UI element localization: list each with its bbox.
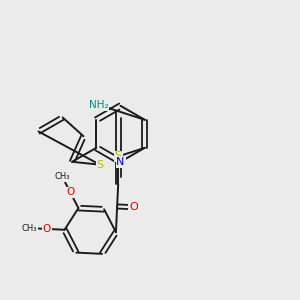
Text: CH₃: CH₃	[55, 172, 70, 181]
Text: O: O	[129, 202, 138, 212]
Text: O: O	[43, 224, 51, 234]
Text: S: S	[115, 152, 122, 161]
Text: CH₃: CH₃	[22, 224, 37, 232]
Text: NH₂: NH₂	[89, 100, 108, 110]
Text: N: N	[116, 157, 125, 167]
Text: S: S	[96, 160, 103, 170]
Text: O: O	[66, 188, 74, 197]
